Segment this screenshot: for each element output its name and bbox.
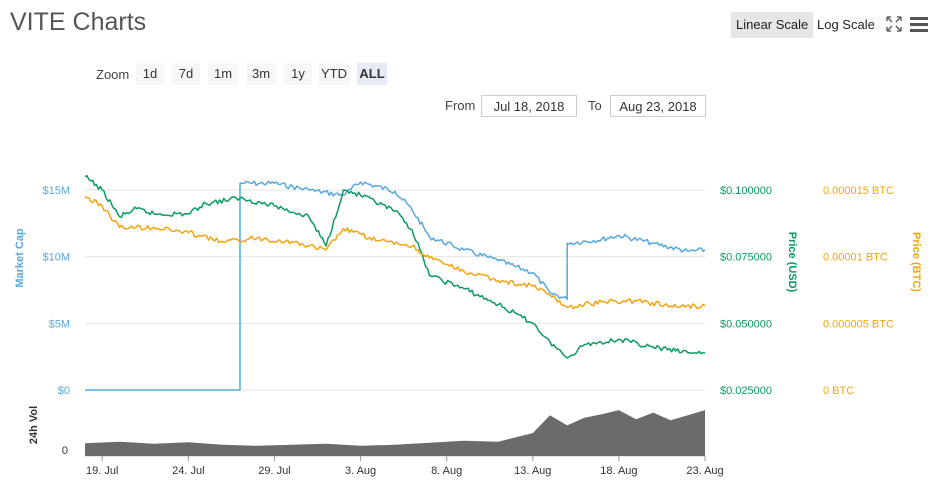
price-usd-tick-label: $0.025000 <box>720 385 772 397</box>
zoom-label: Zoom <box>96 67 130 82</box>
linear-scale-button[interactable]: Linear Scale <box>731 12 814 38</box>
to-label: To <box>588 98 602 113</box>
page-title: VITE Charts <box>10 8 147 36</box>
zoom-1m-button[interactable]: 1m <box>208 63 238 85</box>
price-usd-tick-label: $0.100000 <box>720 185 772 197</box>
price-btc-tick-label: 0 BTC <box>823 385 854 397</box>
price-usd-axis-title: Price (USD) <box>786 232 798 293</box>
zoom-3m-button[interactable]: 3m <box>246 63 276 85</box>
market-cap-tick-label: $5M <box>49 318 70 330</box>
zoom-7d-button[interactable]: 7d <box>172 63 200 85</box>
zoom-all-button[interactable]: ALL <box>357 63 387 85</box>
price-usd-line <box>84 174 706 359</box>
market-cap-tick-label: $15M <box>42 185 70 197</box>
fullscreen-icon[interactable] <box>884 14 904 34</box>
log-scale-button[interactable]: Log Scale <box>817 17 875 32</box>
price-btc-tick-label: 0.000015 BTC <box>823 185 894 197</box>
zoom-ytd-button[interactable]: YTD <box>318 63 350 85</box>
market-cap-line <box>85 180 706 391</box>
x-tick-label: 8. Aug <box>431 465 462 477</box>
market-cap-tick-label: $10M <box>42 252 70 264</box>
volume-axis-title: 24h Vol <box>28 406 40 444</box>
from-label: From <box>445 98 476 113</box>
from-date-input[interactable]: Jul 18, 2018 <box>481 95 577 117</box>
price-usd-tick-label: $0.050000 <box>720 318 772 330</box>
market-cap-axis-title: Market Cap <box>14 228 26 288</box>
to-date-input[interactable]: Aug 23, 2018 <box>610 95 706 117</box>
price-btc-tick-label: 0.00001 BTC <box>823 252 888 264</box>
x-tick-label: 18. Aug <box>600 465 637 477</box>
x-tick-label: 29. Jul <box>258 465 290 477</box>
market-cap-tick-label: $0 <box>58 385 70 397</box>
price-usd-tick-label: $0.075000 <box>720 252 772 264</box>
zoom-1d-button[interactable]: 1d <box>136 63 164 85</box>
x-tick-label: 3. Aug <box>345 465 376 477</box>
volume-area <box>85 410 705 456</box>
x-tick-label: 23. Aug <box>686 465 723 477</box>
menu-icon[interactable] <box>909 14 929 34</box>
price-btc-axis-title: Price (BTC) <box>910 232 922 292</box>
x-tick-label: 24. Jul <box>172 465 204 477</box>
x-tick-label: 13. Aug <box>514 465 551 477</box>
price-btc-line <box>84 196 706 310</box>
price-btc-tick-label: 0.000005 BTC <box>823 318 894 330</box>
volume-tick-label: 0 <box>62 445 68 457</box>
x-tick-label: 19. Jul <box>86 465 118 477</box>
zoom-1y-button[interactable]: 1y <box>284 63 312 85</box>
